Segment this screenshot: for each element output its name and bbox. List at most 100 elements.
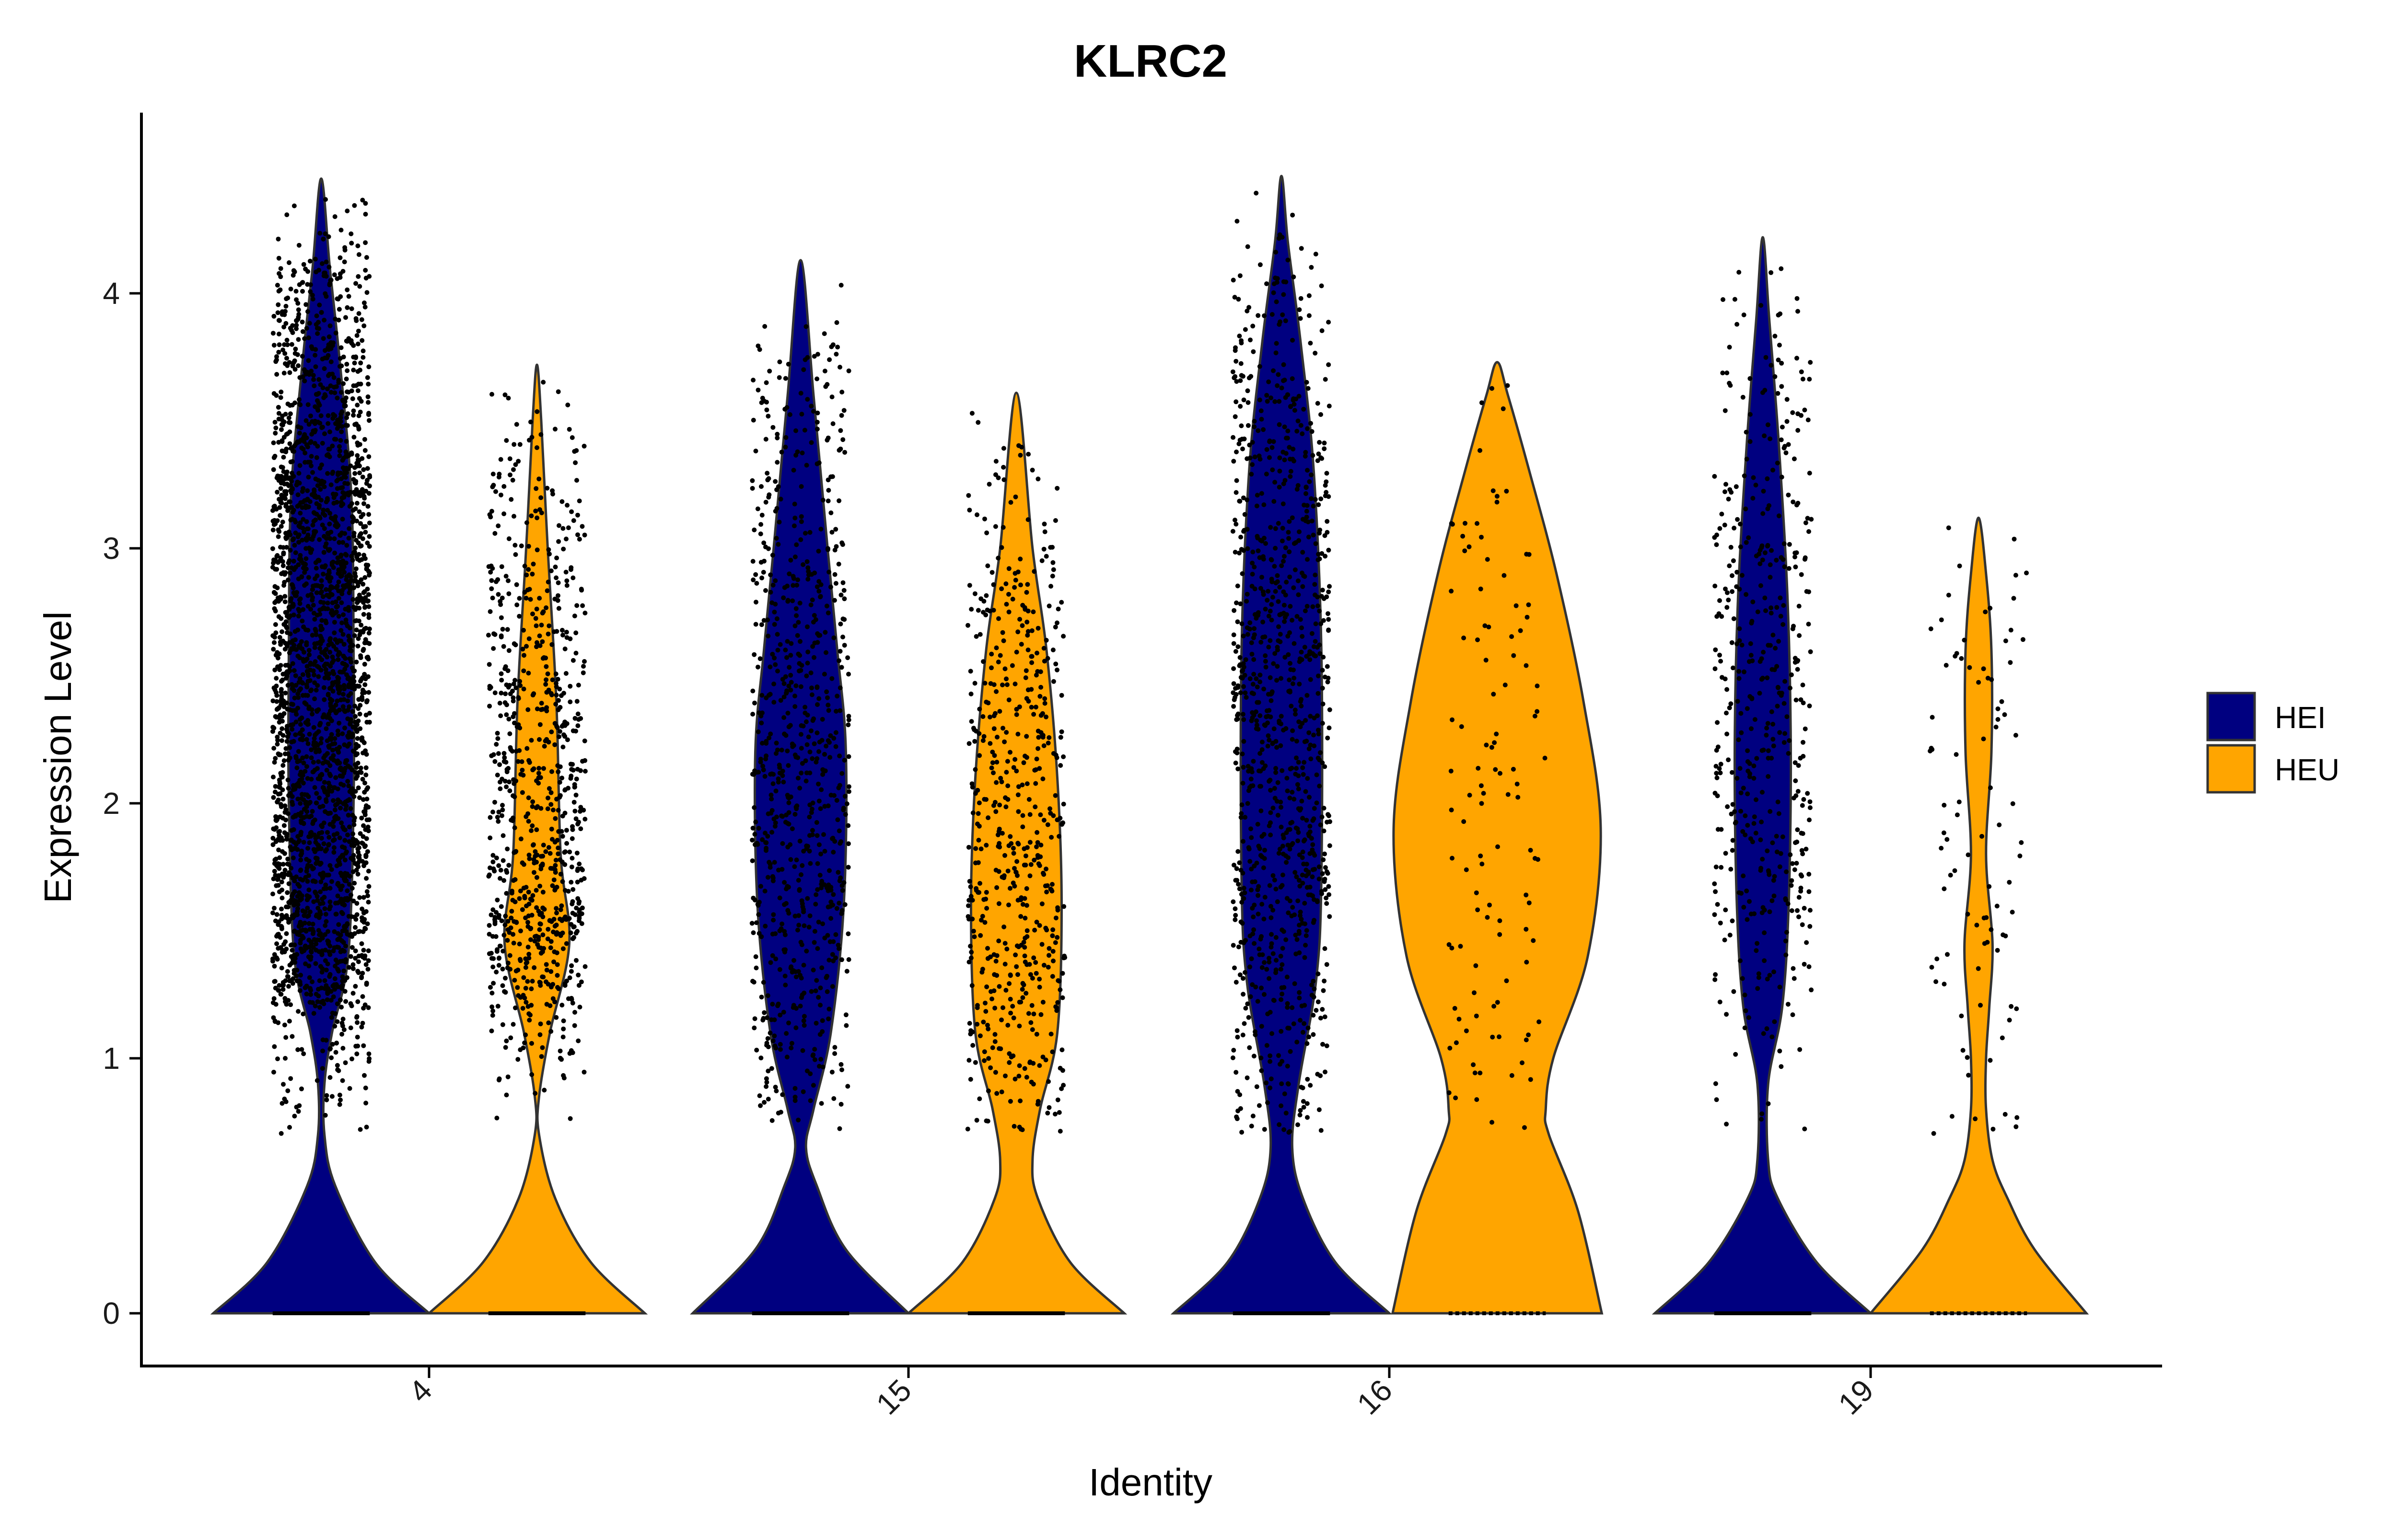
data-point	[501, 511, 507, 516]
data-point	[321, 1001, 326, 1007]
data-point	[554, 922, 559, 927]
data-point	[1033, 767, 1038, 772]
data-point	[1303, 491, 1308, 496]
data-point	[520, 790, 525, 795]
data-point	[522, 1040, 527, 1045]
data-point	[512, 899, 518, 904]
data-point	[970, 1043, 976, 1048]
data-point	[317, 795, 322, 800]
data-point	[763, 831, 768, 836]
data-point	[317, 465, 323, 471]
data-point	[1305, 519, 1311, 524]
data-point	[280, 347, 286, 353]
data-point	[789, 680, 794, 685]
data-point	[340, 704, 346, 709]
data-point	[574, 478, 579, 483]
data-point	[271, 647, 276, 652]
data-point	[321, 886, 326, 892]
data-point	[1017, 1063, 1022, 1068]
data-point	[320, 1066, 325, 1071]
data-point	[990, 760, 995, 765]
data-point	[500, 833, 506, 838]
data-point	[808, 861, 813, 866]
data-point	[355, 583, 361, 589]
data-point	[514, 602, 520, 607]
data-point	[347, 965, 351, 970]
data-point	[801, 562, 806, 567]
data-point	[1315, 728, 1321, 733]
data-point	[565, 503, 570, 508]
data-point	[803, 357, 808, 362]
data-point	[973, 767, 978, 772]
data-point	[1057, 1110, 1062, 1115]
data-point	[545, 806, 550, 811]
data-point	[768, 572, 773, 578]
data-point	[1008, 972, 1013, 977]
data-point	[771, 700, 777, 705]
data-point	[554, 693, 559, 698]
data-point	[836, 942, 841, 948]
data-point	[490, 907, 496, 912]
data-point	[365, 824, 371, 830]
data-point	[289, 866, 294, 871]
data-point	[783, 376, 788, 381]
data-point	[353, 479, 359, 484]
data-point	[1264, 447, 1269, 452]
data-point	[323, 348, 327, 353]
data-point	[804, 559, 810, 564]
data-point	[1040, 1054, 1046, 1060]
data-point	[810, 1053, 815, 1058]
data-point	[311, 769, 316, 775]
data-point	[1294, 937, 1300, 942]
data-point	[285, 363, 290, 368]
data-point	[299, 796, 304, 801]
data-point	[541, 380, 546, 385]
data-point	[567, 849, 572, 855]
data-point	[1326, 589, 1331, 594]
data-point	[968, 1077, 973, 1082]
data-point	[339, 938, 344, 943]
data-point	[775, 460, 780, 465]
data-point	[353, 726, 359, 731]
data-point	[519, 759, 524, 764]
data-point	[366, 592, 371, 597]
data-point	[325, 471, 330, 476]
data-point	[299, 715, 304, 720]
data-point	[349, 932, 354, 937]
data-point	[501, 751, 507, 756]
data-point	[276, 349, 281, 355]
data-point	[326, 929, 331, 934]
data-point	[287, 1019, 292, 1024]
data-point	[353, 762, 358, 767]
data-point	[277, 635, 282, 640]
data-point	[313, 353, 318, 358]
data-point	[345, 584, 350, 589]
data-point	[276, 598, 281, 603]
data-point	[1299, 246, 1304, 251]
data-point	[534, 888, 539, 893]
data-point	[758, 713, 764, 718]
data-point	[574, 850, 580, 856]
data-point	[516, 459, 521, 464]
data-point	[278, 556, 283, 560]
data-point	[293, 732, 298, 737]
data-point	[769, 1118, 775, 1123]
data-point	[1272, 399, 1278, 404]
data-point	[355, 388, 361, 394]
data-point	[755, 841, 760, 846]
data-point	[576, 918, 582, 923]
data-point	[311, 510, 316, 515]
data-point	[297, 898, 303, 903]
data-point	[554, 910, 559, 915]
data-point	[302, 432, 307, 437]
data-point	[1024, 696, 1029, 701]
data-point	[1059, 1086, 1064, 1091]
data-point	[977, 800, 982, 806]
data-point	[493, 934, 499, 939]
data-point	[1263, 664, 1268, 670]
data-point	[507, 456, 512, 462]
data-point	[802, 923, 807, 928]
data-point	[351, 383, 356, 388]
data-point	[361, 590, 366, 595]
data-point	[815, 946, 820, 951]
